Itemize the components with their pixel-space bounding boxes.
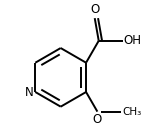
Text: O: O <box>90 3 99 16</box>
Text: OH: OH <box>124 34 142 47</box>
Text: CH₃: CH₃ <box>123 107 142 117</box>
Text: N: N <box>25 86 34 99</box>
Text: O: O <box>93 113 102 126</box>
